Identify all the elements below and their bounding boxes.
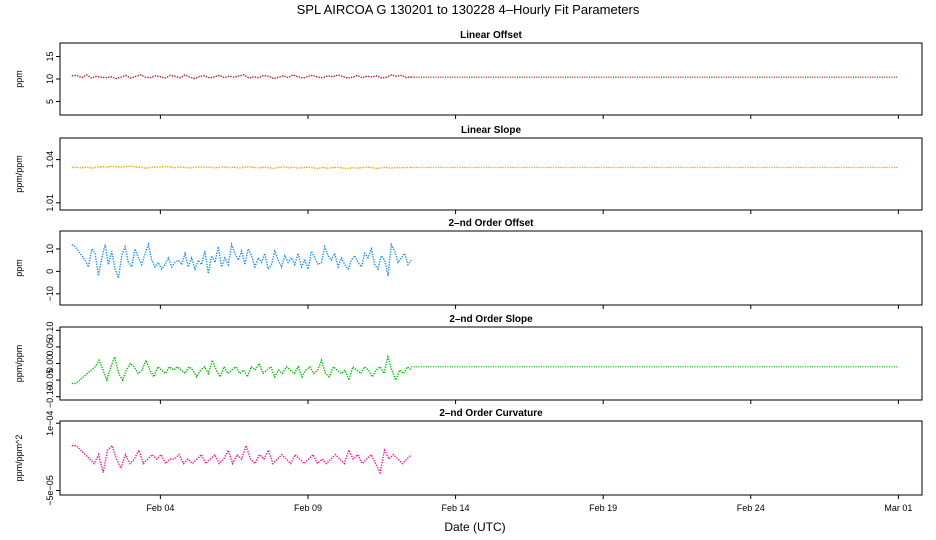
panel-group: Linear Offset 5 10 15 ppm Linear Slope 1.01 1.0… (14, 30, 923, 506)
x-axis: Feb 04 Feb 09 Feb 14 Feb 19 Feb 24 Mar 01 (146, 503, 912, 513)
y-tick-label: 0.10 (45, 322, 55, 340)
y-tick-label: 1e−04 (45, 411, 55, 436)
panel-title: 2–nd Order Offset (448, 218, 534, 229)
x-tick-label: Mar 01 (884, 503, 912, 513)
panel-linear-slope: Linear Slope 1.01 1.04 ppm/ppm (14, 125, 923, 214)
y-tick-label: 0.00 (45, 355, 55, 373)
panel-frame (59, 137, 923, 211)
panel-linear-offset: Linear Offset 5 10 15 ppm (14, 30, 923, 119)
y-tick-label: 10 (45, 74, 55, 84)
panel-title: Linear Slope (461, 125, 521, 136)
y-tick-label: 10 (45, 244, 55, 254)
panel-frame (59, 42, 923, 116)
panel-second-order-curvature: 2–nd Order Curvature −5e−05 1e−04 ppm/ppm^2 (14, 408, 923, 506)
panel-frame (59, 326, 923, 401)
y-tick-label: −0.05 (45, 369, 55, 392)
x-tick-label: Feb 19 (589, 503, 617, 513)
y-tick-label: 0 (45, 269, 55, 274)
y-axis-label: ppm/ppm^2 (14, 435, 24, 482)
series-line (71, 443, 412, 475)
panel-title: Linear Offset (460, 30, 522, 41)
panel-frame (59, 420, 923, 496)
x-axis-label: Date (UTC) (444, 520, 505, 534)
chart-title: SPL AIRCOA G 130201 to 130228 4–Hourly F… (297, 2, 640, 17)
panel-second-order-offset: 2–nd Order Offset −10 0 10 ppm (14, 218, 923, 309)
y-axis-label: ppm/ppm (14, 345, 24, 383)
panel-second-order-slope: 2–nd Order Slope −0.10−0.050.000.050.10 pp… (14, 314, 923, 408)
panel-frame (59, 230, 923, 306)
series-line (71, 74, 412, 80)
panel-title: 2–nd Order Slope (449, 314, 533, 325)
y-tick-label: 15 (45, 51, 55, 61)
y-axis-label: ppm (14, 70, 24, 88)
y-tick-label: −10 (45, 286, 55, 301)
panel-title: 2–nd Order Curvature (439, 408, 543, 419)
series-line (71, 354, 412, 385)
series-line (71, 241, 412, 279)
y-tick-label: 5 (45, 99, 55, 104)
x-tick-label: Feb 09 (294, 503, 322, 513)
y-axis-label: ppm (14, 259, 24, 277)
y-tick-label: 1.04 (45, 151, 55, 169)
y-tick-label: 0.05 (45, 338, 55, 356)
y-tick-label: 1.01 (45, 194, 55, 212)
x-tick-label: Feb 04 (146, 503, 174, 513)
x-tick-label: Feb 24 (737, 503, 765, 513)
x-tick-label: Feb 14 (442, 503, 470, 513)
y-axis-label: ppm/ppm (14, 155, 24, 193)
series-line (71, 165, 412, 170)
y-tick-label: −5e−05 (45, 475, 55, 506)
y-tick-label: −0.10 (45, 385, 55, 408)
